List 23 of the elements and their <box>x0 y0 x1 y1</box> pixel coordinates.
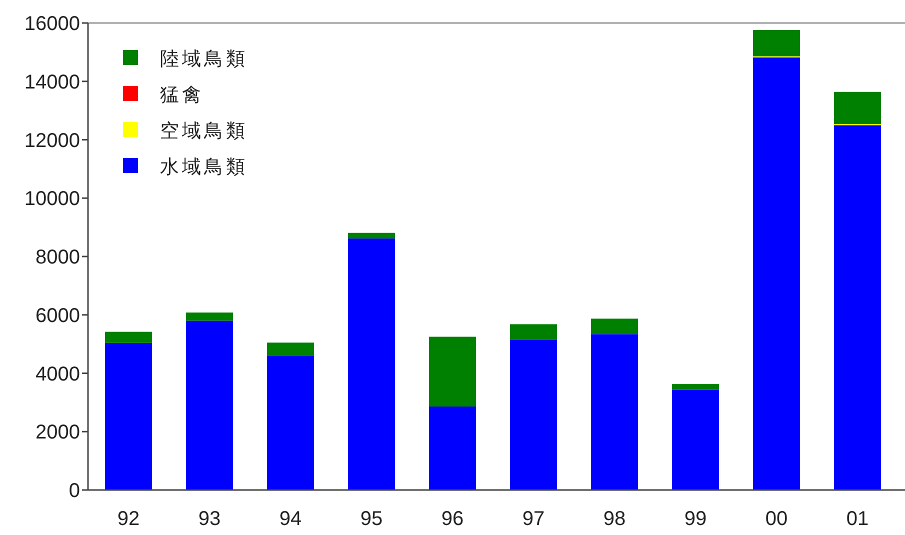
x-tick-label: 01 <box>846 508 869 530</box>
x-tick-label: 00 <box>765 508 788 530</box>
y-tick-label: 16000 <box>24 13 80 35</box>
y-tick-label: 4000 <box>36 363 80 386</box>
x-tick-label: 92 <box>117 508 140 530</box>
x-tick-label: 95 <box>360 508 383 530</box>
y-tick-label: 0 <box>68 480 80 502</box>
y-tick-label: 8000 <box>36 246 80 268</box>
legend-label: 陸域鳥類 <box>160 49 248 70</box>
y-tick-label: 2000 <box>36 422 80 444</box>
x-tick-label: 93 <box>198 508 221 530</box>
y-tick-label: 12000 <box>24 130 80 152</box>
x-tick-label: 96 <box>441 508 464 530</box>
y-tick-label: 6000 <box>36 304 80 327</box>
legend-label: 猛禽 <box>160 85 204 106</box>
x-tick-label: 94 <box>279 508 302 530</box>
y-tick-label: 10000 <box>24 188 80 210</box>
y-tick-label: 14000 <box>24 71 80 94</box>
x-tick-label: 98 <box>603 508 626 530</box>
legend-label: 水域鳥類 <box>160 157 248 178</box>
x-tick-label: 99 <box>684 508 707 530</box>
legend-label: 空域鳥類 <box>160 120 248 142</box>
x-tick-label: 97 <box>522 508 545 530</box>
